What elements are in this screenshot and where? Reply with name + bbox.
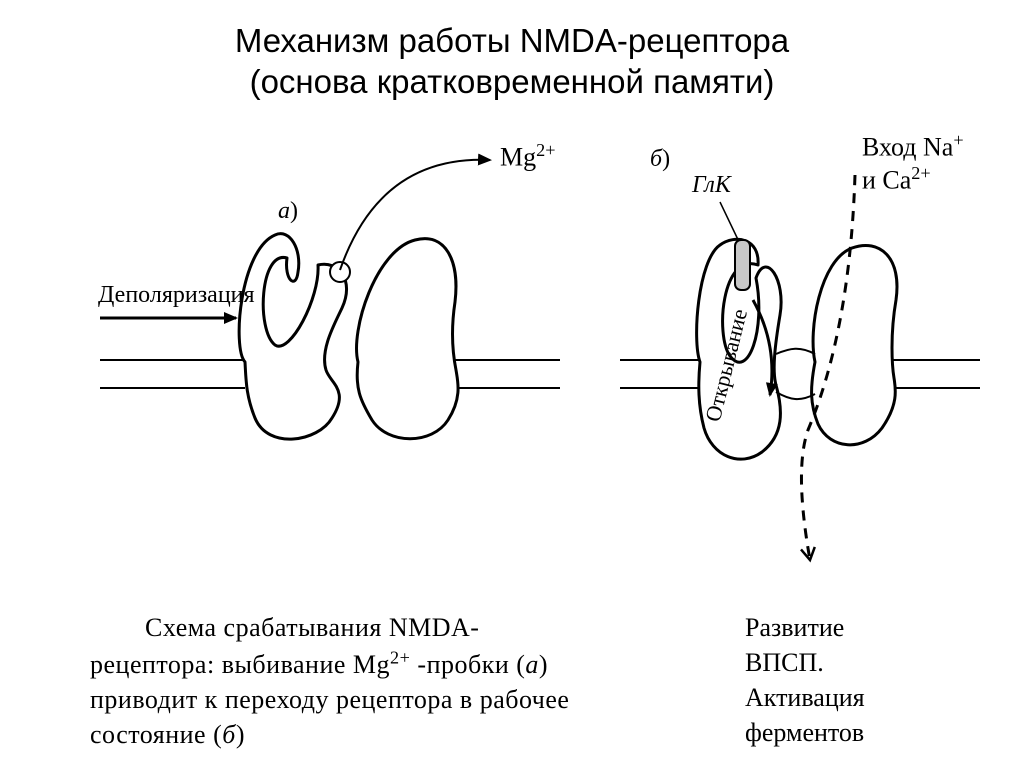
cap-l3: приводит к переходу рецептора в рабочее: [90, 685, 569, 714]
mg-ion-label: Mg2+: [500, 140, 555, 173]
panel-a-label: а): [278, 198, 298, 225]
cap-r4: ферментов: [745, 718, 864, 747]
cap-l4: состояние (б): [90, 720, 245, 749]
diagram-svg: [0, 130, 1024, 610]
glk-label: ГлК: [692, 172, 731, 199]
title-line-1: Механизм работы NMDA-рецептора: [235, 22, 789, 59]
panel-b-label: б): [650, 146, 670, 173]
page-title: Механизм работы NMDA-рецептора (основа к…: [0, 20, 1024, 103]
cap-l2: рецептора: выбивание Mg2+ -пробки (а): [90, 650, 548, 679]
ion-influx-label: Вход Na+и Ca2+: [862, 130, 964, 195]
result-caption: Развитие ВПСП. Активация ферментов: [745, 610, 995, 750]
title-line-2: (основа кратковременной памяти): [250, 63, 775, 100]
main-caption: Схема срабатывания NMDA- рецептора: выби…: [90, 610, 650, 752]
cap-r3: Активация: [745, 683, 865, 712]
depolarization-label: Деполяризация: [98, 282, 255, 309]
cap-l1: Схема срабатывания NMDA-: [145, 613, 479, 642]
cap-r2: ВПСП.: [745, 648, 824, 677]
diagram-figure: Деполяризация а) Mg2+ б) ГлК Открывание …: [0, 130, 1024, 670]
cap-r1: Развитие: [745, 613, 844, 642]
